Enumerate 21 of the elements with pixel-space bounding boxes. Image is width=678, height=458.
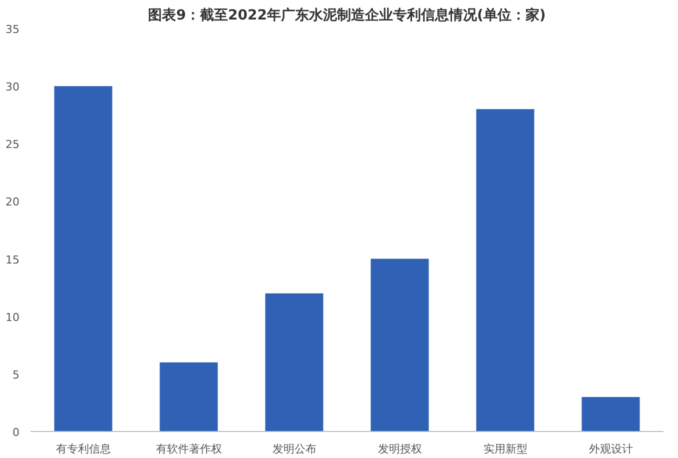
y-tick-label: 15 <box>6 253 20 266</box>
x-tick-label: 有专利信息 <box>56 442 111 456</box>
x-tick-label: 发明授权 <box>378 442 422 456</box>
y-tick-label: 20 <box>6 196 20 209</box>
x-tick-label: 外观设计 <box>588 442 633 456</box>
y-tick-label: 35 <box>6 23 20 36</box>
y-tick-label: 25 <box>6 138 20 152</box>
bar <box>54 86 112 432</box>
x-tick-label: 发明公布 <box>272 442 316 456</box>
x-tick-label: 有软件著作权 <box>156 442 222 456</box>
x-tick-label: 实用新型 <box>483 442 528 456</box>
bar <box>265 293 324 432</box>
bar <box>160 362 218 432</box>
bar <box>476 109 534 432</box>
y-tick-label: 0 <box>12 426 20 439</box>
bar <box>370 258 429 432</box>
bar <box>582 396 640 432</box>
y-tick-label: 5 <box>12 368 20 382</box>
y-tick-label: 10 <box>6 310 20 324</box>
chart-title: 图表9：截至2022年广东水泥制造企业专利信息情况(单位：家) <box>148 6 546 24</box>
y-tick-label: 30 <box>6 80 20 94</box>
